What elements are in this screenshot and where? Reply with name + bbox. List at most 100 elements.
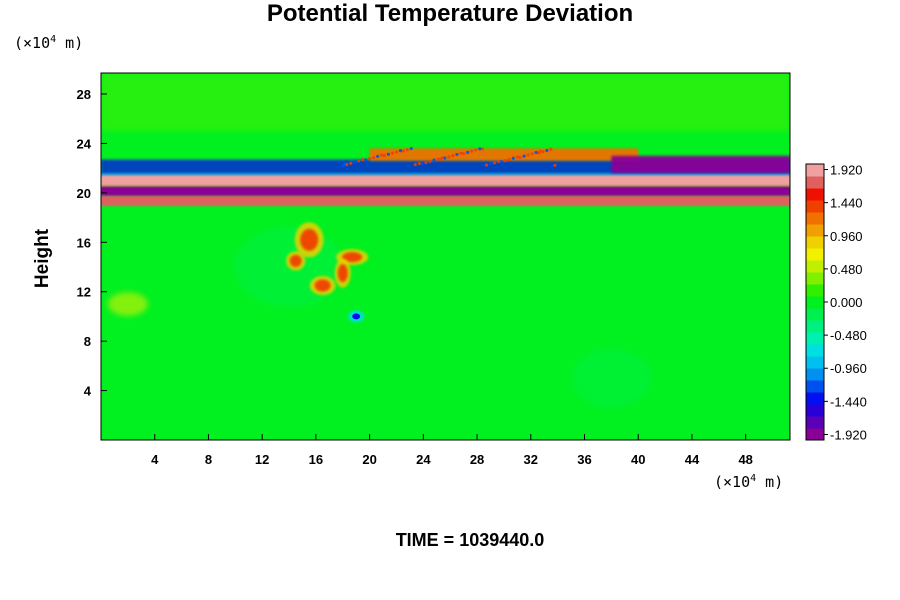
speckle (526, 153, 530, 157)
speckle (511, 156, 515, 160)
x-axis: 4 8 12 16 20 24 28 32 36 40 44 48 (151, 434, 753, 467)
y-axis-label: Height (32, 228, 53, 288)
feature-lower-pink-band (101, 196, 790, 206)
y-tick-label: 4 (84, 384, 92, 399)
speckle (466, 150, 470, 154)
y-tick-label: 12 (77, 285, 91, 300)
x-tick-label: 40 (631, 452, 645, 467)
feature-upper-warm-layer (369, 148, 639, 161)
colorbar-segment (806, 392, 824, 405)
speckle (541, 150, 545, 154)
feature-pink-band (101, 175, 790, 186)
colorbar: 1.920 1.440 0.960 0.480 0.000 -0.480 -0.960 -1.… (805, 163, 867, 442)
colorbar-segment (806, 212, 824, 225)
colorbar-label: 0.960 (830, 229, 863, 244)
speckle (480, 147, 485, 151)
speckle (459, 151, 463, 155)
colorbar-label: 0.000 (830, 295, 863, 310)
speckle (455, 152, 459, 157)
speckle (386, 152, 391, 156)
x-tick-label: 28 (470, 452, 484, 467)
y-tick-label: 28 (77, 87, 91, 102)
layer-band (101, 173, 790, 176)
x-tick-label: 32 (524, 452, 538, 467)
colorbar-segment (806, 332, 824, 345)
speckle (518, 155, 522, 159)
speckle (447, 155, 451, 159)
speckle (380, 153, 384, 157)
colorbar-segment (806, 296, 824, 309)
speckle (545, 148, 549, 153)
speckle (349, 161, 353, 165)
time-label: TIME = 1039440.0 (395, 530, 545, 550)
colorbar-segment (806, 224, 824, 237)
cool-patch (571, 348, 652, 409)
speckle (342, 162, 346, 166)
colorbar-segment (806, 380, 824, 393)
speckle (474, 148, 478, 152)
speckle (530, 152, 534, 156)
y-axis-unit: (×104 m) (14, 34, 84, 52)
colorbar-segment (806, 188, 824, 201)
speckle (534, 150, 538, 155)
speckle (401, 149, 405, 153)
x-tick-label: 16 (309, 452, 323, 467)
colorbar-segment (806, 320, 824, 333)
speckle (353, 160, 357, 164)
speckle (478, 147, 482, 151)
cold-core (352, 313, 361, 320)
y-axis: 4 8 12 16 20 24 28 (77, 87, 107, 399)
speckle (496, 159, 501, 164)
speckle (549, 147, 553, 151)
x-tick-label: 48 (738, 452, 752, 467)
colorbar-segment (806, 344, 824, 357)
speckle (394, 150, 399, 154)
speckle (382, 153, 386, 158)
colorbar-segment (806, 308, 824, 321)
speckle (405, 148, 409, 152)
colorbar-segment (806, 248, 824, 261)
field-background (101, 73, 790, 440)
plume-core (337, 264, 348, 283)
colorbar-segment (806, 284, 824, 297)
speckle (428, 159, 432, 163)
y-tick-label: 24 (77, 136, 92, 151)
y-tick-label: 20 (77, 186, 91, 201)
speckle (398, 149, 403, 153)
colorbar-segment (806, 428, 824, 441)
speckle (553, 163, 557, 167)
speckle (451, 154, 455, 158)
speckle (484, 163, 489, 167)
y-tick-label: 8 (84, 334, 91, 349)
convective-plume (286, 222, 369, 296)
speckle (503, 159, 507, 163)
speckle (522, 154, 526, 158)
speckle (357, 159, 361, 163)
plume-core (342, 252, 363, 263)
speckle (363, 158, 368, 162)
speckle (515, 155, 519, 159)
chart-title: Potential Temperature Deviation (266, 0, 634, 27)
colorbar-label: 1.920 (830, 163, 863, 178)
x-axis-unit: (×104 m) (714, 473, 784, 491)
speckle (492, 161, 497, 165)
speckle (470, 149, 474, 153)
speckle (417, 161, 421, 166)
x-tick-label: 20 (362, 452, 376, 467)
colorbar-label: -1.440 (830, 394, 867, 409)
colorbar-segment (806, 260, 824, 273)
colorbar-segment (806, 356, 824, 369)
colorbar-label: 0.480 (830, 262, 863, 277)
speckle (462, 151, 466, 156)
speckle (443, 156, 447, 160)
colorbar-segment (806, 236, 824, 249)
speckle (376, 154, 380, 158)
colorbar-segment (806, 404, 824, 417)
x-tick-label: 4 (151, 452, 159, 467)
speckle (390, 151, 395, 155)
colorbar-segment (806, 164, 824, 177)
warm-patch (107, 292, 148, 317)
colorbar-segment (806, 272, 824, 285)
speckle (372, 155, 376, 160)
heatmap-field (101, 73, 790, 440)
